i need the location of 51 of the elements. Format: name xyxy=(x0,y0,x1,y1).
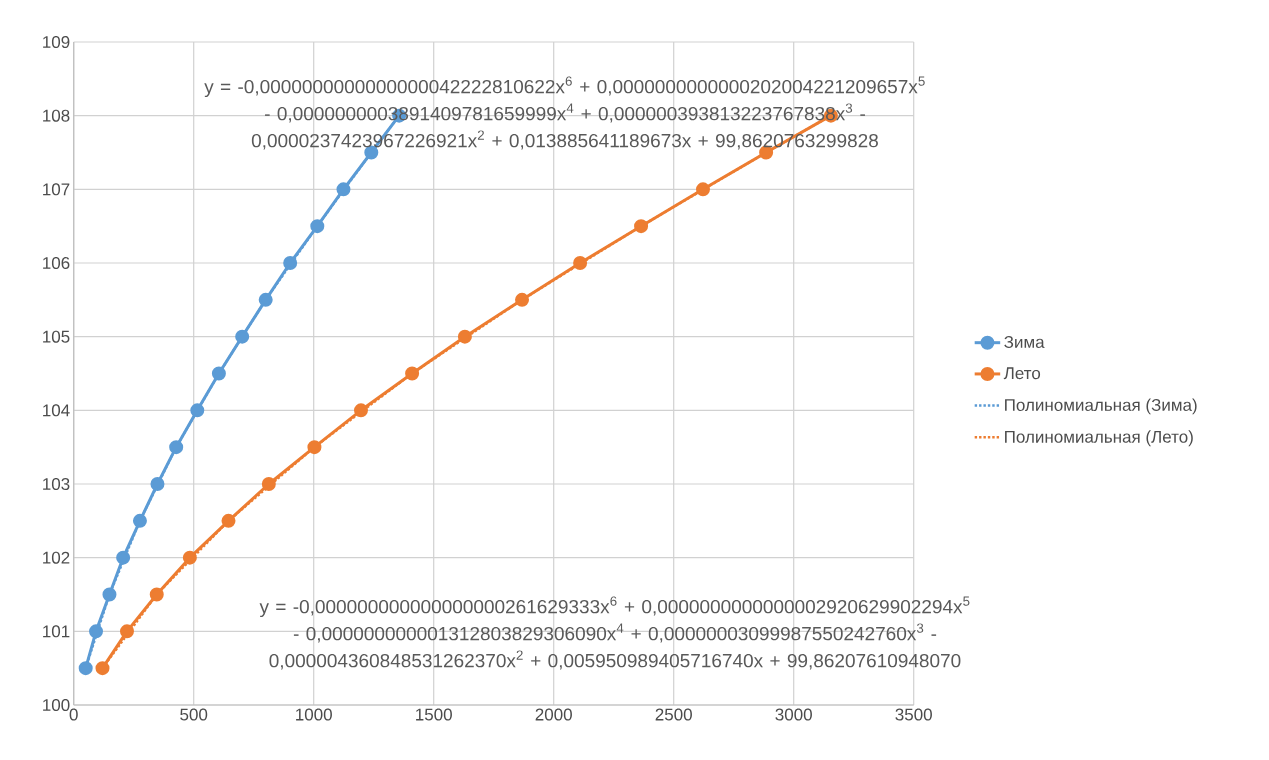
point xyxy=(515,292,530,307)
y-tick-label: 106 xyxy=(43,256,70,270)
legend-label: Зима xyxy=(1004,336,1045,349)
x-tick-label: 1500 xyxy=(416,708,452,721)
legend-label: Полиномиальная (Лето) xyxy=(1005,430,1193,447)
y-tick-label: 109 xyxy=(43,35,70,49)
point xyxy=(573,256,588,270)
point xyxy=(353,403,368,418)
text: y = -0,000000000000000000261629333x$^{6}$ + 0,0000000000000002920629902294x$^{5}$ - 0,000000000001312803829306090x$^{4}$ + 0,00000003099987550242760x$^{3}$ - 0,000004360848531262370x$^{2}$ + 0,005950989405716740x + 99,86207610948070 xyxy=(259,596,970,670)
point xyxy=(102,587,117,602)
point xyxy=(258,292,273,307)
x-tick-label: 500 xyxy=(180,708,208,721)
x-tick-label: 0 xyxy=(69,708,78,721)
point xyxy=(132,513,147,528)
point xyxy=(261,477,276,491)
point xyxy=(405,366,420,381)
y-tick-label: 107 xyxy=(43,183,70,196)
point xyxy=(78,661,93,676)
point xyxy=(149,587,164,602)
y-tick-label: 103 xyxy=(43,477,70,491)
point xyxy=(283,256,298,270)
point xyxy=(221,513,236,528)
x-tick-label: 2500 xyxy=(655,708,692,721)
x-tick-label: 2000 xyxy=(535,708,572,721)
y-tick-label: 101 xyxy=(43,625,70,638)
x-tick-label: 1000 xyxy=(296,708,332,721)
point xyxy=(336,182,351,197)
x-tick-label: 3000 xyxy=(775,708,812,721)
point xyxy=(190,403,205,418)
legend-label: Полиномиальная (Зима) xyxy=(1005,398,1197,415)
point xyxy=(95,661,110,676)
point xyxy=(169,440,184,455)
point xyxy=(634,219,649,234)
y-tick-label: 104 xyxy=(43,404,70,417)
point xyxy=(695,182,710,197)
point xyxy=(457,329,472,344)
point xyxy=(182,550,197,565)
y-tick-label: 100 xyxy=(43,698,70,712)
point xyxy=(119,624,134,639)
point xyxy=(116,550,131,565)
x-tick-label: 3500 xyxy=(895,708,932,721)
y-tick-label: 108 xyxy=(43,109,70,122)
point xyxy=(310,219,325,234)
y-tick-label: 102 xyxy=(43,551,70,564)
point xyxy=(211,366,226,381)
point xyxy=(307,440,322,455)
point xyxy=(235,329,250,344)
legend-label: Лето xyxy=(1003,367,1041,380)
point xyxy=(89,624,104,639)
point xyxy=(150,477,165,491)
y-tick-label: 105 xyxy=(43,330,70,343)
